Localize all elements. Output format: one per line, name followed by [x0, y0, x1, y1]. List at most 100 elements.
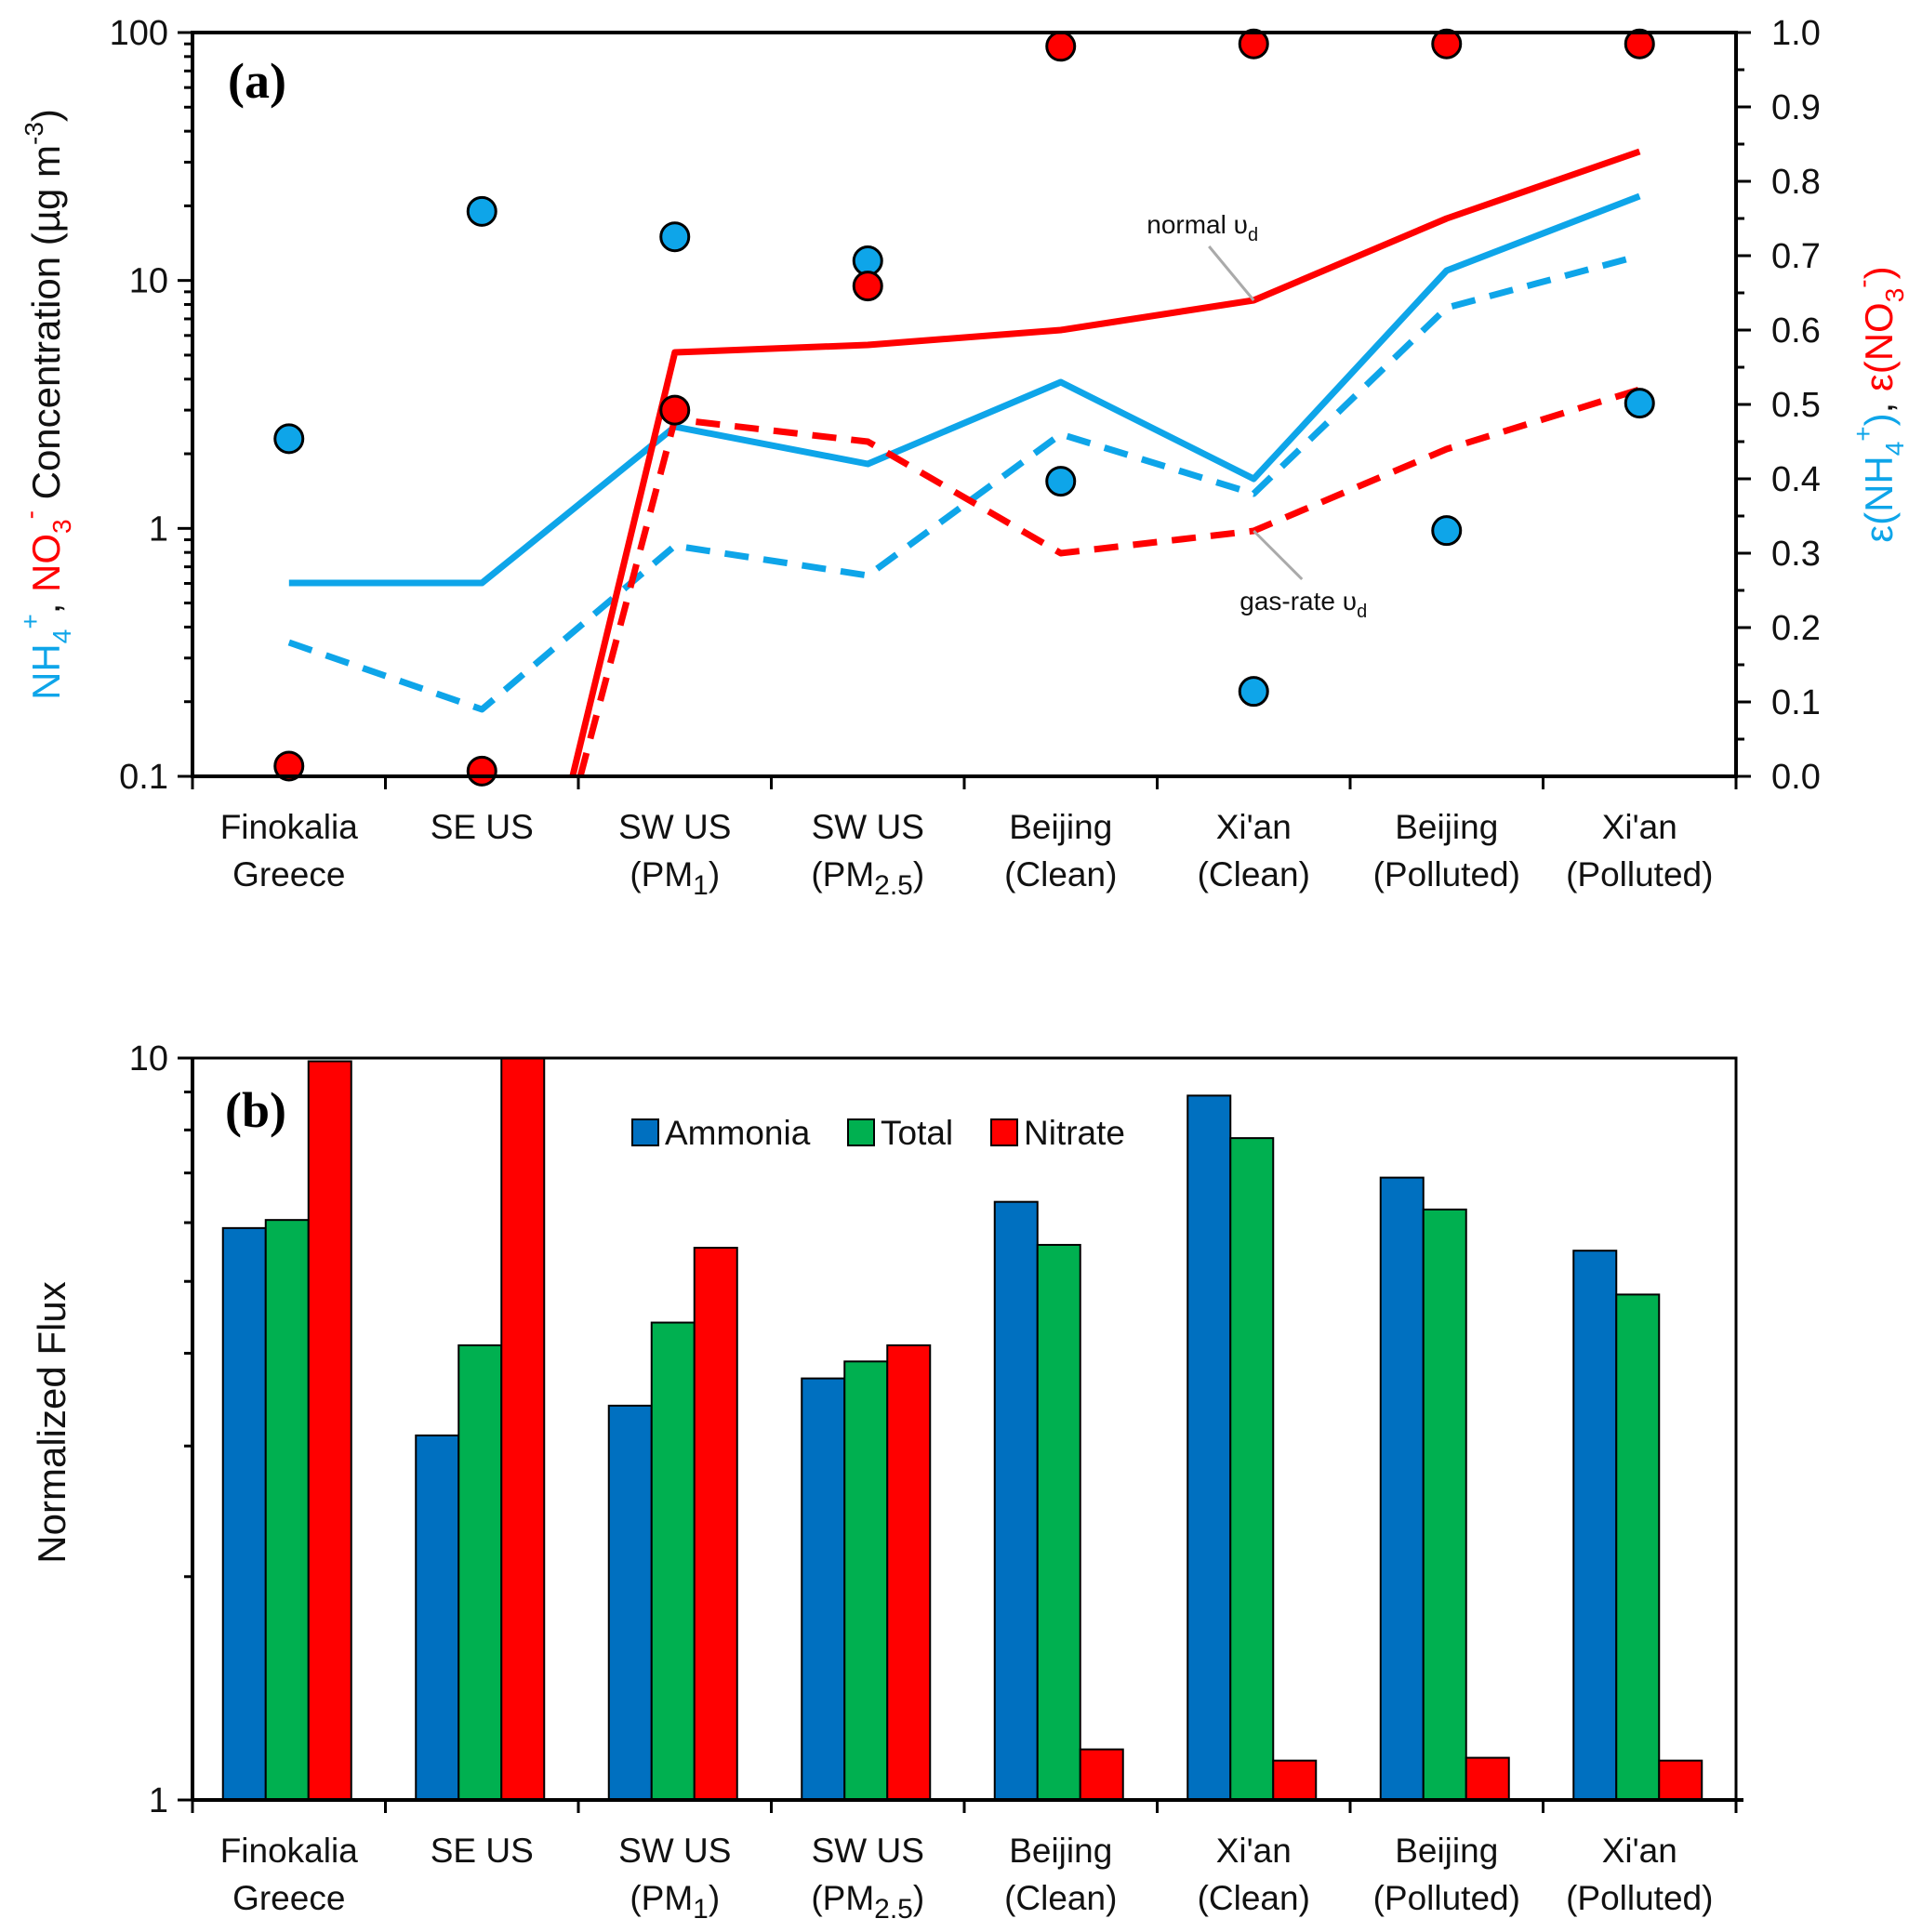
b-bar-nitrate-7: [1658, 1759, 1703, 1802]
a-point-no3-1: [466, 755, 497, 787]
b-cat-7-line2: (Polluted): [1566, 1879, 1713, 1917]
a-right-tick-label: 0.3: [1771, 535, 1821, 574]
a-cat-2-line2: (PM1): [630, 855, 720, 901]
a-cat-3-line1: SW US: [812, 808, 924, 846]
a-right-tick-label: 0.1: [1771, 683, 1821, 722]
b-bar-nitrate-4: [1079, 1748, 1124, 1801]
a-right-tick-label: 0.0: [1771, 758, 1821, 797]
b-bar-total-2: [650, 1321, 696, 1801]
a-point-no3-5: [1238, 28, 1269, 60]
a-cat-4-line2: (Clean): [1004, 855, 1117, 893]
b-bar-total-3: [843, 1360, 889, 1801]
b-cat-0-line1: Finokalia: [220, 1832, 358, 1870]
a-point-no3-6: [1431, 28, 1463, 60]
a-cat-6-line2: (Polluted): [1373, 855, 1520, 893]
panel-a-left-axis-title: NH4+, NO3- Concentration (µg m-3): [16, 109, 76, 700]
annotation-leader-gas-rate: [1253, 529, 1304, 581]
b-cat-5-line1: Xi'an: [1216, 1832, 1292, 1870]
a-cat-6-line1: Beijing: [1395, 808, 1498, 846]
panel-b-axis-title: Normalized Flux: [30, 1281, 73, 1563]
panel-a-right-tick-labels: 0.0 0.1 0.2 0.3 0.4 0.5 0.6 0.7 0.8 0.9 1.0: [1771, 14, 1821, 797]
b-bar-nitrate-0: [307, 1060, 352, 1802]
b-bar-ammonia-3: [801, 1377, 846, 1802]
a-right-tick-label: 0.5: [1771, 386, 1821, 425]
a-cat-4-line1: Beijing: [1009, 808, 1112, 846]
a-right-tick-label: 0.9: [1771, 88, 1821, 127]
b-bar-ammonia-1: [415, 1434, 460, 1801]
legend-label-ammonia: Ammonia: [665, 1114, 811, 1152]
b-tick-label: 1: [149, 1781, 168, 1820]
panel-a-ticks: [178, 31, 1751, 789]
a-point-no3-0: [273, 750, 305, 782]
legend-swatch-total: [847, 1118, 875, 1146]
panel-a-right-axis-title: ε(NH4+), ε(NO3-): [1849, 266, 1909, 542]
a-cat-0-line2: Greece: [232, 855, 345, 893]
b-cat-2-line1: SW US: [618, 1832, 731, 1870]
b-bar-total-1: [457, 1343, 503, 1802]
b-bar-nitrate-2: [693, 1247, 738, 1801]
a-point-nh4-0: [273, 423, 305, 455]
b-cat-6-line2: (Polluted): [1373, 1879, 1520, 1917]
b-bar-nitrate-3: [886, 1343, 932, 1802]
panel-a-annotations: normal υd gas-rate υd: [1147, 210, 1367, 622]
b-bar-total-7: [1615, 1293, 1661, 1801]
a-cat-1-line1: SE US: [431, 808, 534, 846]
panel-a-plot-frame: [191, 31, 1738, 778]
annotation-gas-rate-vd: gas-rate υd: [1239, 587, 1367, 622]
a-cat-2-line1: SW US: [618, 808, 731, 846]
panel-b-bars: [221, 1057, 1703, 1802]
a-point-no3-3: [852, 271, 883, 302]
panel-a-left-tick-labels: 0.1 1 10 100: [110, 14, 168, 797]
b-bar-ammonia-4: [993, 1200, 1039, 1801]
annotation-leader-normal: [1208, 245, 1255, 301]
b-cat-7-line1: Xi'an: [1602, 1832, 1677, 1870]
a-point-nh4-7: [1624, 388, 1655, 419]
a-point-nh4-4: [1045, 466, 1077, 497]
a-cat-0-line1: Finokalia: [220, 808, 358, 846]
a-cat-3-line2: (PM2.5): [811, 855, 924, 901]
panel-b-legend: Ammonia Total Nitrate: [631, 1114, 1125, 1152]
a-point-nh4-6: [1431, 515, 1463, 547]
b-cat-4-line2: (Clean): [1004, 1879, 1117, 1917]
panel-a: normal υd gas-rate υd 0.1 1 10 100 0.0 0.1 0.2…: [16, 14, 1909, 901]
panel-a-lines: [287, 148, 1641, 777]
b-bar-total-5: [1229, 1137, 1275, 1801]
b-bar-ammonia-2: [607, 1404, 653, 1802]
b-tick-label: 10: [129, 1039, 168, 1078]
legend-swatch-ammonia: [631, 1118, 659, 1146]
a-cat-7-line2: (Polluted): [1566, 855, 1713, 893]
legend-swatch-nitrate: [990, 1118, 1018, 1146]
panel-b-label: (b): [225, 1082, 286, 1138]
b-cat-3-line2: (PM2.5): [811, 1879, 924, 1925]
a-point-nh4-5: [1238, 676, 1269, 708]
b-cat-4-line1: Beijing: [1009, 1832, 1112, 1870]
legend-label-nitrate: Nitrate: [1024, 1114, 1125, 1152]
b-cat-6-line1: Beijing: [1395, 1832, 1498, 1870]
a-cat-5-line2: (Clean): [1198, 855, 1310, 893]
b-cat-1-line1: SE US: [431, 1832, 534, 1870]
b-bar-ammonia-6: [1379, 1176, 1425, 1801]
a-cat-7-line1: Xi'an: [1602, 808, 1677, 846]
a-right-tick-label: 0.2: [1771, 609, 1821, 648]
a-right-tick-label: 1.0: [1771, 14, 1821, 53]
panel-b-category-labels: Finokalia Greece SE US SW US (PM1) SW US (PM2.…: [220, 1832, 1714, 1925]
a-point-nh4-2: [659, 221, 691, 253]
b-bar-nitrate-5: [1272, 1759, 1318, 1802]
a-series-line-2: [569, 148, 1641, 777]
a-point-no3-2: [659, 394, 691, 426]
a-point-nh4-3: [852, 245, 883, 277]
b-bar-nitrate-6: [1465, 1756, 1510, 1802]
b-cat-2-line2: (PM1): [630, 1879, 720, 1925]
panel-b: 1 10 Finokalia Greece SE US SW US (PM1) SW US (…: [30, 1039, 1743, 1925]
panel-b-plot-frame: [191, 1056, 1738, 1802]
a-left-tick-label: 10: [129, 262, 168, 301]
a-left-tick-label: 0.1: [119, 758, 168, 797]
a-point-no3-7: [1624, 28, 1655, 60]
b-bar-total-4: [1036, 1243, 1081, 1801]
a-left-tick-label: 100: [110, 14, 168, 53]
b-cat-5-line2: (Clean): [1198, 1879, 1310, 1917]
b-bar-total-0: [264, 1219, 310, 1801]
a-right-tick-label: 0.8: [1771, 163, 1821, 202]
panel-b-ticks: [178, 1056, 1738, 1813]
